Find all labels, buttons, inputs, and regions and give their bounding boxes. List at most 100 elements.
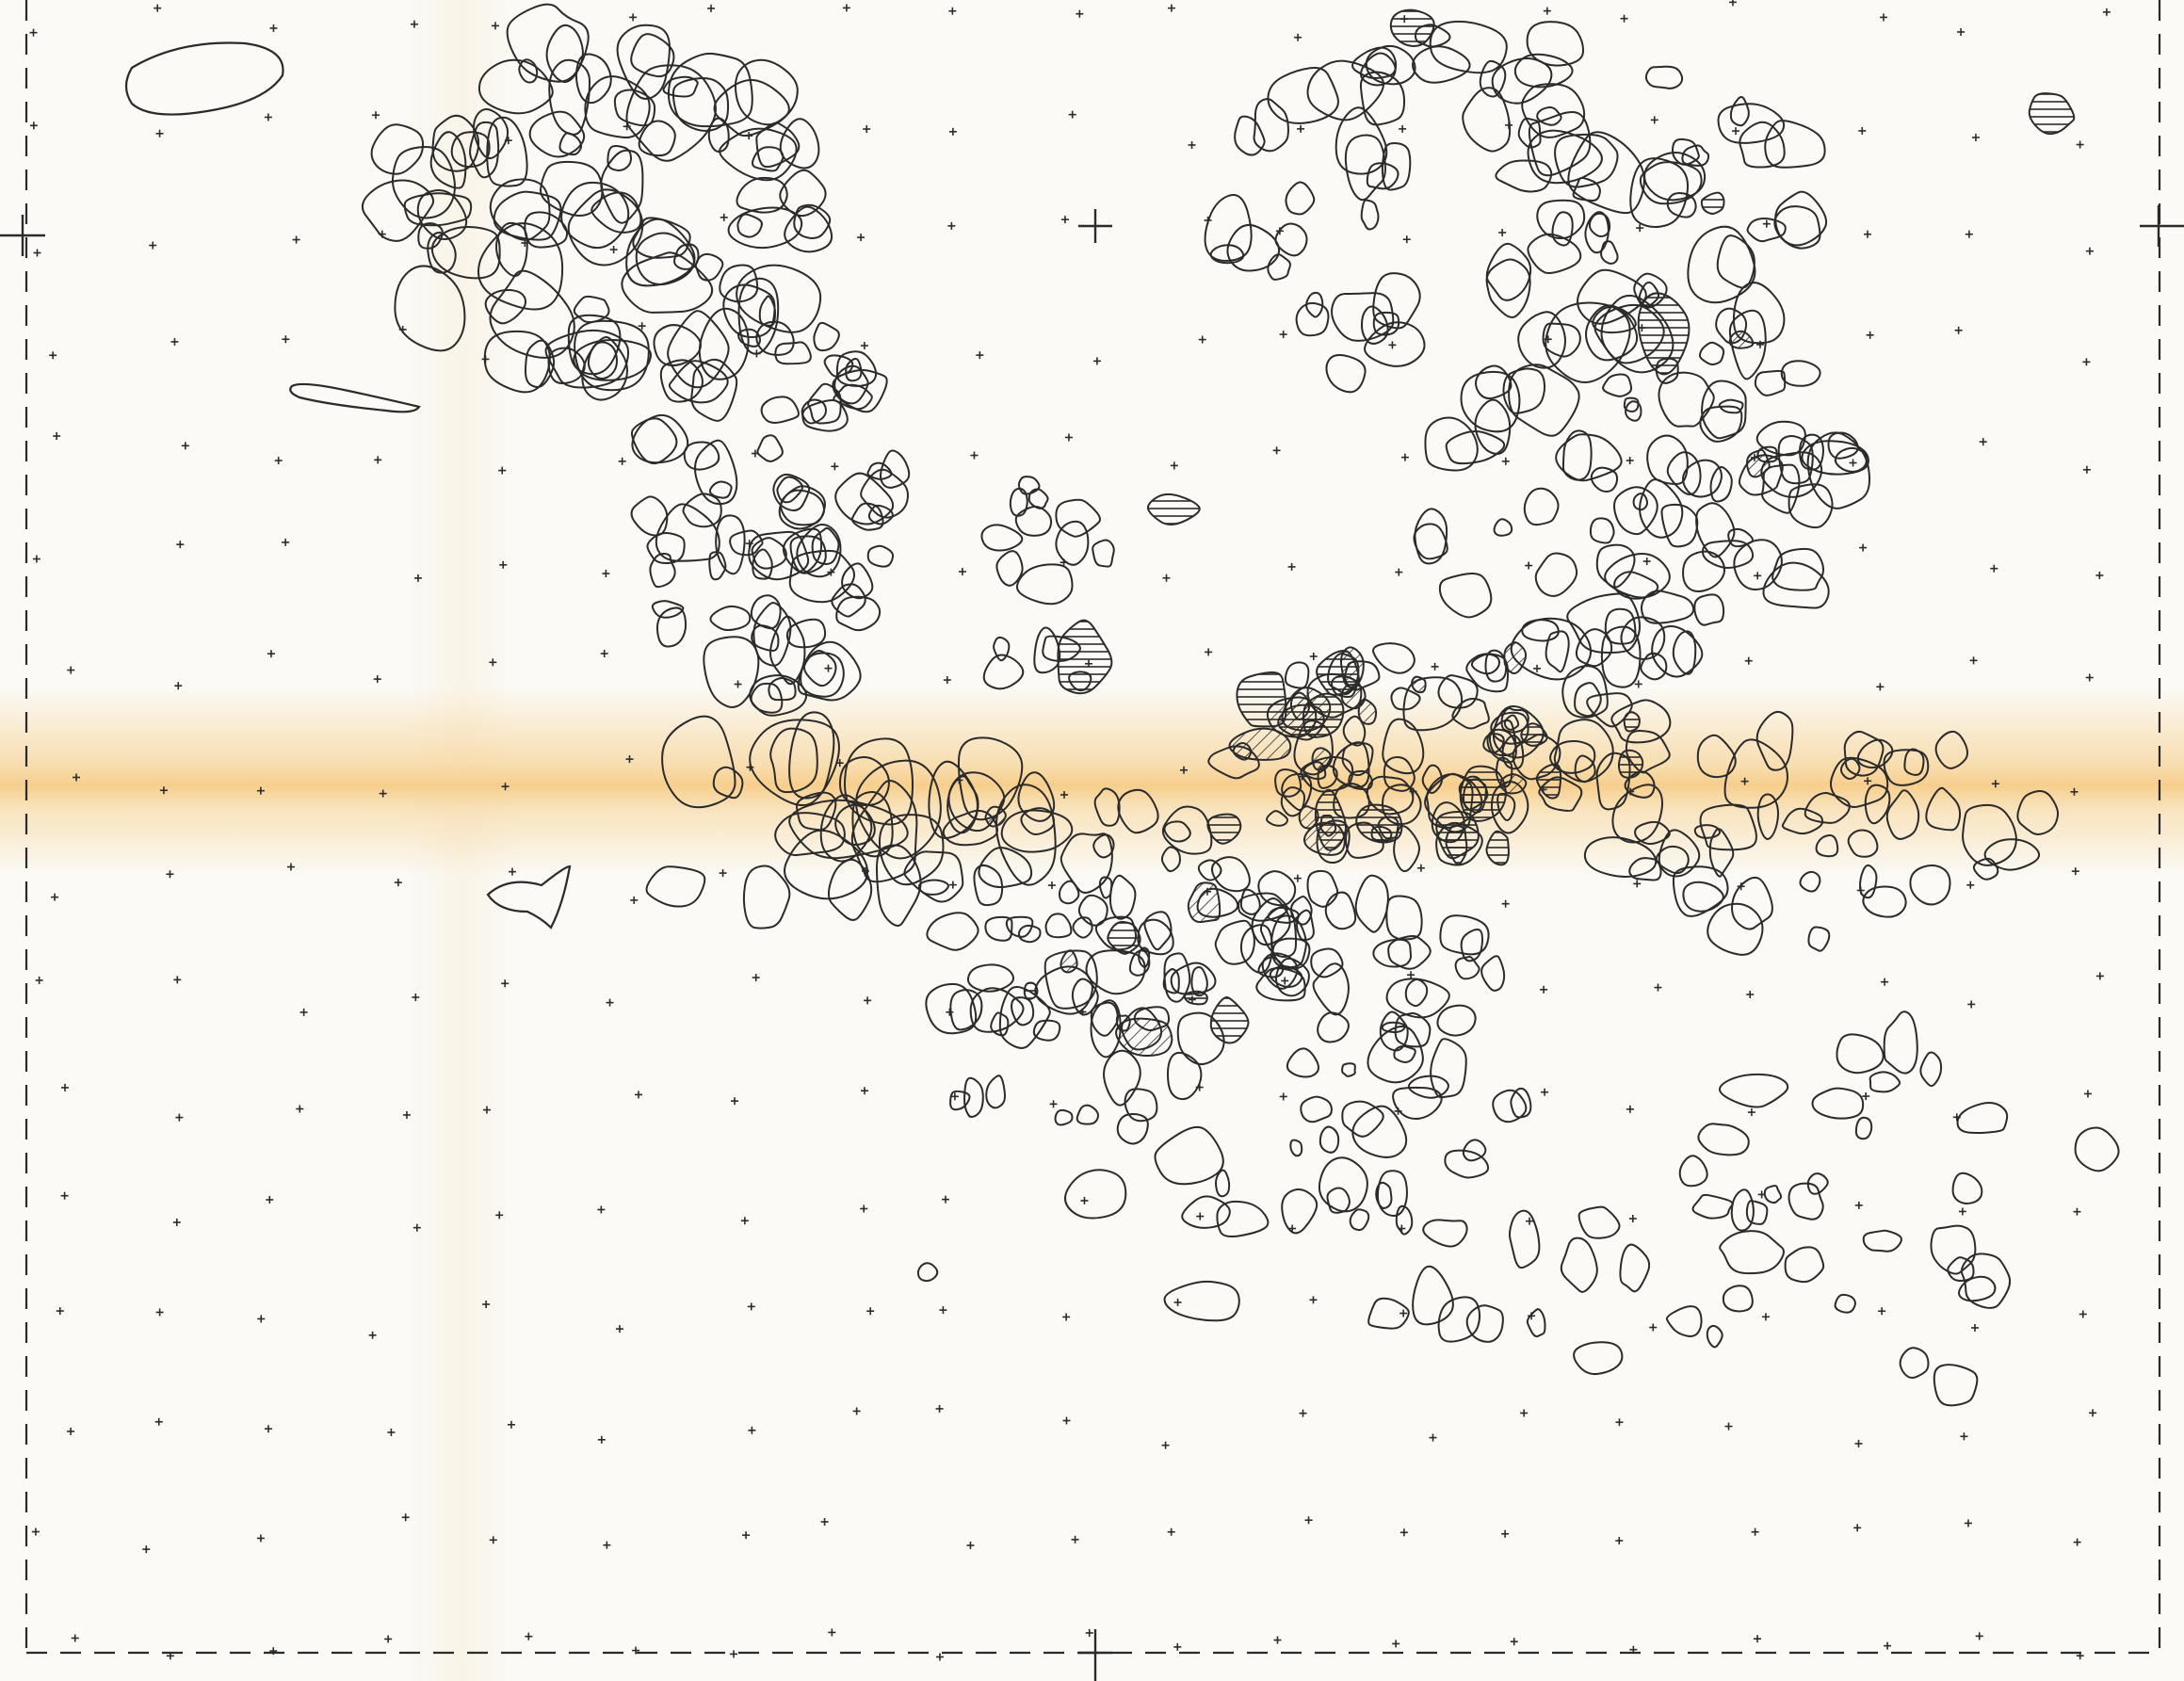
- grid-point-icon: [35, 976, 43, 984]
- stone: [1869, 1071, 1901, 1093]
- stone: [768, 676, 797, 702]
- stone: [1604, 607, 1637, 645]
- grid-point-icon: [1400, 453, 1409, 461]
- grid-point-icon: [941, 1195, 949, 1204]
- stone: [1619, 1243, 1651, 1293]
- stone: [850, 779, 918, 883]
- grid-point-icon: [1541, 1088, 1549, 1096]
- stone: [625, 218, 696, 287]
- stone: [574, 319, 650, 392]
- stone: [1503, 714, 1520, 731]
- stone: [1553, 719, 1614, 783]
- grid-point-icon: [267, 650, 275, 658]
- stone: [1210, 856, 1251, 893]
- stone: [607, 145, 633, 171]
- grid-point-icon: [257, 1315, 266, 1323]
- stone: [1745, 1200, 1769, 1225]
- stone: [1325, 354, 1367, 394]
- stone: [1611, 784, 1664, 844]
- stone: [1379, 1010, 1409, 1052]
- stone: [1958, 1275, 1997, 1302]
- stone: [1696, 734, 1737, 779]
- stone: [1017, 924, 1042, 944]
- grid-point-icon: [33, 249, 41, 257]
- stone: [431, 114, 480, 172]
- stone: [1788, 1182, 1824, 1220]
- stone: [1909, 865, 1951, 906]
- stone: [558, 132, 583, 156]
- stone: [1781, 807, 1824, 835]
- stone-cross-hatched: [1302, 821, 1346, 856]
- stone: [1573, 1341, 1624, 1376]
- stone: [124, 41, 284, 116]
- grid-point-icon: [1755, 340, 1764, 348]
- stone: [1154, 1125, 1224, 1186]
- grid-point-icon: [154, 1417, 163, 1426]
- stone: [1658, 829, 1701, 878]
- grid-point-icon: [67, 1427, 75, 1435]
- stone: [748, 530, 810, 581]
- grid-point-icon: [1085, 1628, 1093, 1637]
- grid-point-icon: [1049, 1100, 1058, 1108]
- stone: [1017, 771, 1056, 822]
- grid-point-icon: [2095, 972, 2104, 980]
- stone: [1437, 674, 1479, 709]
- grid-point-icon: [379, 789, 387, 798]
- stone: [1512, 734, 1561, 781]
- grid-point-icon: [2083, 1090, 2092, 1098]
- stone: [708, 480, 733, 499]
- grid-point-icon: [269, 24, 278, 32]
- stone: [793, 203, 832, 239]
- stone: [1093, 787, 1121, 827]
- stone: [1722, 1285, 1754, 1313]
- stone: [1465, 1304, 1504, 1343]
- grid-point-icon: [149, 241, 157, 250]
- grid-point-icon: [943, 676, 951, 685]
- stone: [1561, 665, 1609, 719]
- stone: [1640, 652, 1668, 681]
- grid-point-icon: [412, 994, 420, 1002]
- stone: [472, 108, 510, 160]
- grid-point-icon: [1162, 574, 1171, 582]
- stone: [1728, 309, 1767, 380]
- grid-point-icon: [274, 457, 283, 465]
- stone: [649, 552, 676, 589]
- stone: [1773, 205, 1821, 250]
- grid-point-icon: [2070, 787, 2079, 796]
- grid-point-icon: [1299, 1409, 1307, 1417]
- stone: [1394, 1011, 1432, 1048]
- stone: [1306, 869, 1339, 908]
- grid-point-icon: [181, 442, 189, 450]
- grid-point-icon: [863, 125, 871, 134]
- stone: [1364, 321, 1426, 367]
- stone: [752, 548, 773, 580]
- stone: [1682, 550, 1726, 592]
- grid-point-icon: [170, 337, 179, 346]
- stone-hatched: [1206, 813, 1242, 845]
- stone: [590, 191, 642, 234]
- stone: [1763, 1185, 1783, 1204]
- grid-point-icon: [264, 113, 272, 121]
- grid-point-icon: [740, 1217, 749, 1225]
- stone: [600, 149, 644, 224]
- stone-hatched: [1355, 803, 1403, 844]
- stone: [1342, 715, 1367, 747]
- stone: [671, 77, 730, 132]
- stone: [1382, 718, 1425, 775]
- grid-point-icon: [609, 246, 618, 254]
- stone: [2016, 789, 2059, 835]
- grid-point-icon: [402, 1110, 411, 1119]
- stone: [1351, 1105, 1408, 1158]
- stone: [1933, 1364, 1979, 1407]
- stone: [755, 320, 795, 356]
- stone: [1055, 498, 1101, 538]
- grid-point-icon: [1754, 572, 1762, 580]
- grid-point-icon: [1287, 562, 1296, 571]
- stone: [524, 211, 569, 249]
- grid-point-icon: [1879, 13, 1887, 22]
- stone-cross-hatched: [984, 805, 1007, 828]
- grid-point-icon: [49, 351, 57, 360]
- grid-point-icon: [948, 127, 957, 136]
- stone: [1121, 1007, 1163, 1051]
- stone: [1566, 592, 1642, 654]
